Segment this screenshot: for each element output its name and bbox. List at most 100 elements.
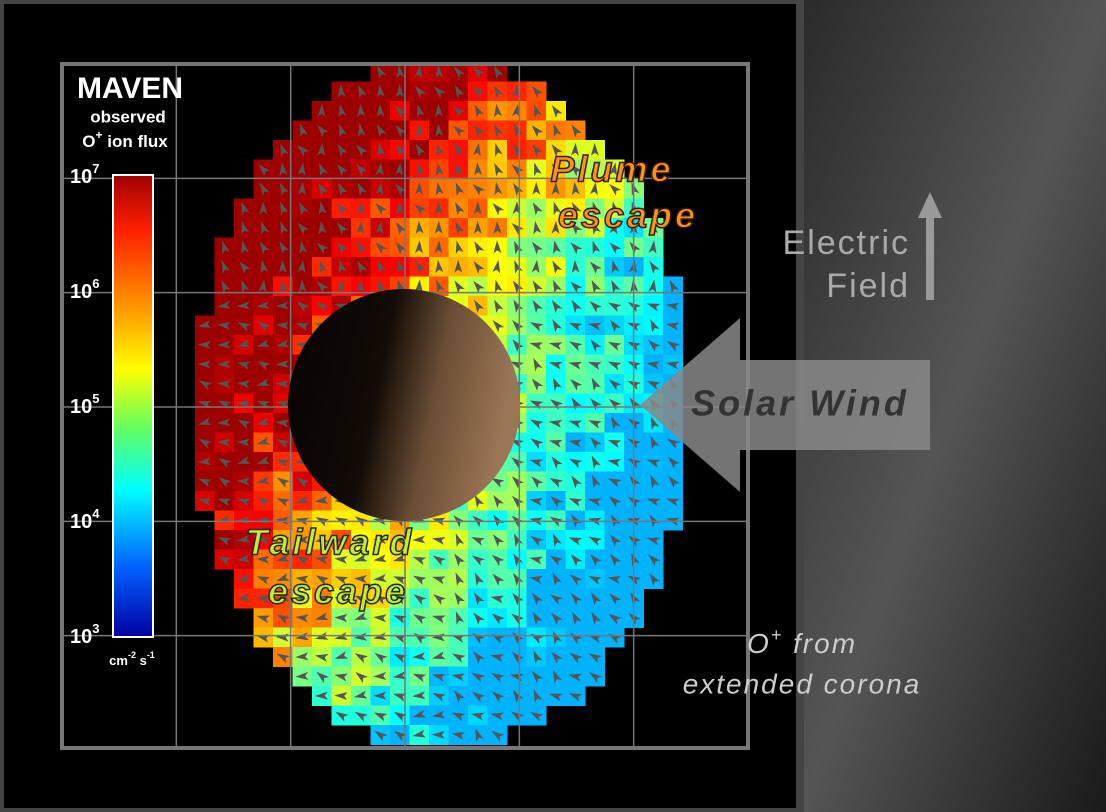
flow-arrow [570, 164, 583, 177]
flow-arrow [396, 64, 405, 79]
flow-arrow [373, 672, 387, 681]
flow-arrow [494, 65, 504, 79]
flow-arrow [297, 144, 310, 157]
flow-arrow [297, 222, 310, 235]
flow-arrow [587, 498, 602, 507]
flow-arrow [552, 377, 562, 391]
flow-arrow [373, 535, 387, 544]
flow-arrow [610, 319, 621, 333]
flow-arrow [260, 259, 269, 274]
tick-exponent: 7 [92, 161, 99, 176]
flow-arrow [650, 416, 660, 430]
flow-arrow [532, 611, 543, 625]
flow-arrow [514, 123, 523, 138]
flow-arrow [375, 162, 384, 176]
flow-arrow [435, 64, 444, 79]
flow-arrow [197, 457, 211, 466]
flow-arrow [355, 279, 364, 293]
flow-arrow [552, 533, 562, 547]
flow-arrow [550, 399, 563, 410]
flow-arrow [413, 614, 427, 625]
flow-arrow [217, 340, 231, 349]
legend-text: MAVEN observed O+ ion flux cm-2 s-1 [77, 72, 183, 669]
flow-arrow [236, 380, 251, 389]
species: O [82, 132, 95, 151]
flow-arrow [551, 144, 563, 157]
flow-arrow [435, 181, 444, 196]
flow-arrow [532, 181, 541, 195]
flow-arrow [510, 711, 524, 722]
flow-arrow [415, 181, 424, 195]
flow-arrow [455, 572, 465, 586]
flow-arrow [241, 221, 250, 235]
tick-exponent: 5 [92, 391, 99, 406]
flow-arrow [667, 456, 680, 469]
flow-arrow [433, 594, 446, 605]
unit-exp: -2 [128, 650, 136, 660]
flow-arrow [608, 398, 622, 411]
flow-arrow [494, 124, 504, 138]
flow-arrow [414, 240, 423, 254]
flow-arrow [494, 162, 504, 177]
flow-arrow [395, 221, 407, 235]
unit: cm [109, 653, 128, 668]
flow-arrow [474, 494, 485, 508]
flow-arrow [314, 595, 329, 604]
flow-arrow [513, 553, 524, 567]
tick-base: 10 [70, 396, 92, 418]
flow-arrow [650, 474, 660, 489]
flow-arrow [473, 261, 485, 274]
flow-arrow [237, 419, 251, 430]
flow-arrow [510, 361, 524, 371]
flow-arrow [492, 259, 501, 274]
flow-arrow [354, 537, 368, 546]
flow-arrow [568, 420, 583, 429]
flow-arrow [239, 261, 251, 274]
flow-arrow [454, 85, 465, 99]
flow-arrow [592, 201, 601, 216]
flow-arrow [552, 669, 562, 684]
flow-arrow [375, 181, 384, 196]
flow-arrow [315, 301, 329, 313]
flow-arrow [198, 478, 212, 488]
flow-arrow [377, 124, 387, 138]
flow-arrow [431, 537, 446, 545]
flow-arrow [512, 201, 521, 215]
flow-arrow [256, 436, 271, 445]
flow-arrow [665, 361, 680, 370]
flow-arrow [236, 301, 250, 310]
flow-arrow [275, 301, 290, 310]
flow-arrow [590, 339, 602, 352]
flow-arrow [649, 572, 660, 586]
flow-arrow [198, 380, 212, 391]
flow-arrow [549, 477, 563, 488]
flow-arrow [533, 357, 543, 372]
species: O [747, 628, 771, 659]
flow-arrow [237, 456, 251, 465]
flow-arrow [589, 672, 602, 684]
flow-arrow [354, 553, 368, 562]
flow-arrow [471, 672, 485, 683]
flow-arrow [474, 592, 485, 606]
flow-arrow [357, 182, 367, 196]
flow-arrow [280, 201, 289, 216]
flow-arrow [571, 475, 582, 489]
flow-arrow [434, 220, 443, 234]
flow-arrow [296, 301, 310, 313]
flow-arrow [276, 537, 290, 546]
flow-arrow [334, 614, 348, 623]
flow-arrow [236, 361, 251, 370]
colorbar [112, 174, 154, 638]
flow-arrow [315, 575, 329, 586]
flow-arrow [434, 240, 443, 254]
flow-arrow [589, 181, 598, 196]
flow-arrow [433, 86, 446, 99]
flow-arrow [257, 496, 271, 508]
flow-arrow [435, 259, 444, 274]
flow-arrow [295, 322, 310, 331]
flow-arrow [338, 259, 347, 274]
flow-arrow [316, 242, 329, 255]
flow-arrow [492, 320, 505, 333]
flow-arrow [492, 573, 505, 586]
